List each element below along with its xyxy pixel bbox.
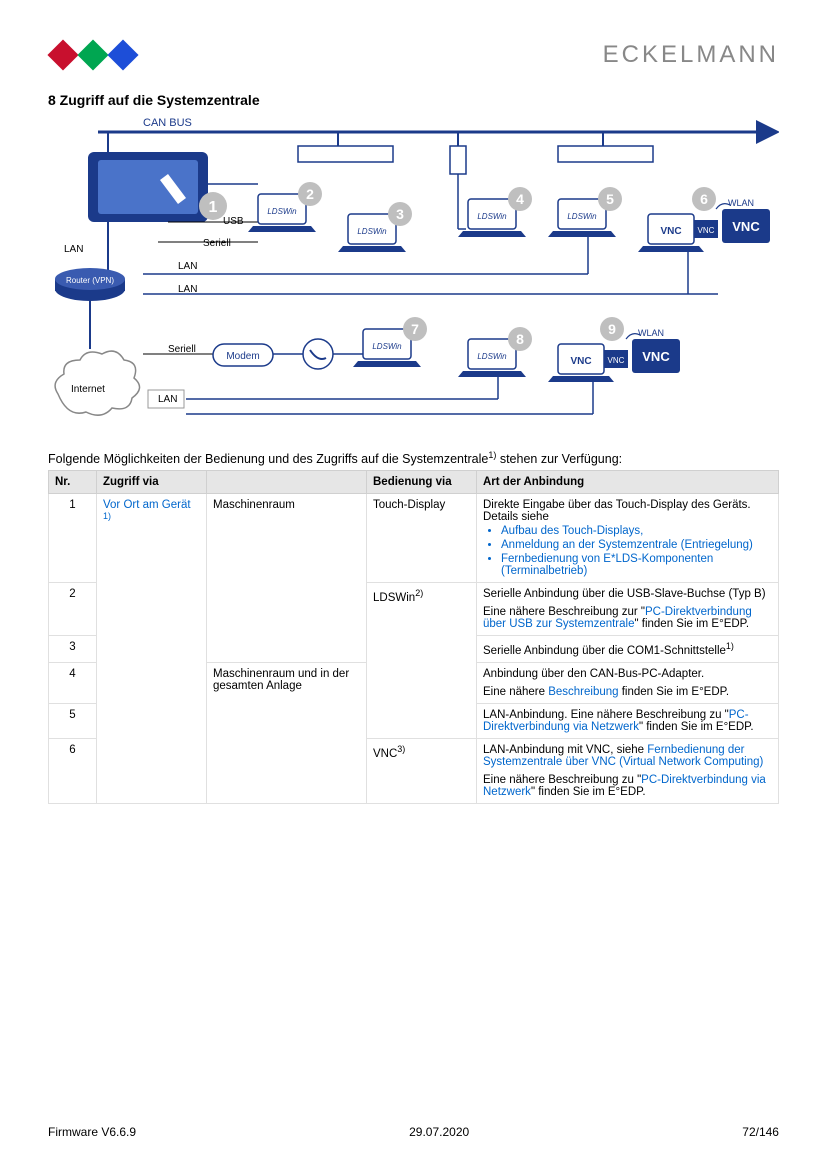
seriell-label: Seriell <box>203 238 231 249</box>
th-zugriff: Zugriff via <box>97 471 207 494</box>
th-location <box>207 471 367 494</box>
page-header: ECKELMANN <box>48 40 779 70</box>
th-bedienung: Bedienung via <box>367 471 477 494</box>
cell-art: LAN-Anbindung mit VNC, siehe Fernbedienu… <box>477 738 779 803</box>
link-aufbau[interactable]: Aufbau des Touch-Displays, <box>501 525 643 537</box>
internet-label: Internet <box>71 384 105 395</box>
cell-location: Maschinenraum und in der gesamten Anlage <box>207 662 367 803</box>
cell-art: LAN-Anbindung. Eine nähere Beschreibung … <box>477 703 779 738</box>
lan-label-2: LAN <box>178 261 197 272</box>
link-beschreibung[interactable]: Beschreibung <box>548 686 618 698</box>
laptop-2-icon: LDSWin 2 <box>248 182 322 232</box>
svg-text:3: 3 <box>396 206 404 222</box>
svg-text:VNC: VNC <box>698 226 715 235</box>
vnc-6-icon: VNC VNC VNC WLAN 6 <box>638 187 770 294</box>
footer-page: 72/146 <box>742 1125 779 1139</box>
link-fernbedienung[interactable]: Fernbedienung von E*LDS-Komponenten (Ter… <box>501 553 713 577</box>
table-row: 1 Vor Ort am Gerät 1) Maschinenraum Touc… <box>49 494 779 583</box>
footer-date: 29.07.2020 <box>409 1125 469 1139</box>
svg-text:WLAN: WLAN <box>728 198 754 208</box>
th-art: Art der Anbindung <box>477 471 779 494</box>
cell-nr: 2 <box>49 583 97 636</box>
access-table: Nr. Zugriff via Bedienung via Art der An… <box>48 470 779 804</box>
footer-firmware: Firmware V6.6.9 <box>48 1125 136 1139</box>
svg-text:9: 9 <box>608 321 616 337</box>
laptop-7-icon: LDSWin 7 <box>353 317 427 367</box>
node-1: 1 <box>209 199 218 216</box>
cell-art: Serielle Anbindung über die USB-Slave-Bu… <box>477 583 779 636</box>
cell-art: Direkte Eingabe über das Touch-Display d… <box>477 494 779 583</box>
network-diagram: CAN BUS 1 USB Seriell LAN Router (VPN) L… <box>48 114 779 444</box>
svg-text:LDSWin: LDSWin <box>372 342 402 351</box>
svg-text:VNC: VNC <box>570 356 591 367</box>
cell-art: Serielle Anbindung über die COM1-Schnitt… <box>477 636 779 663</box>
cell-zugriff: Vor Ort am Gerät 1) <box>97 494 207 804</box>
brand-name: ECKELMANN <box>603 41 779 69</box>
svg-text:VNC: VNC <box>608 356 625 365</box>
section-heading: 8 Zugriff auf die Systemzentrale <box>48 92 779 108</box>
cell-location: Maschinenraum <box>207 494 367 663</box>
cell-art: Anbindung über den CAN-Bus-PC-Adapter. E… <box>477 662 779 703</box>
svg-text:4: 4 <box>516 191 524 207</box>
cell-bedienung: LDSWin2) <box>367 583 477 739</box>
svg-text:7: 7 <box>411 321 419 337</box>
svg-text:2: 2 <box>306 186 314 202</box>
lan-label-1: LAN <box>64 244 83 255</box>
table-header-row: Nr. Zugriff via Bedienung via Art der An… <box>49 471 779 494</box>
lan-label-4: LAN <box>158 394 177 405</box>
logo-icon <box>48 40 138 70</box>
svg-text:VNC: VNC <box>660 226 681 237</box>
svg-text:5: 5 <box>606 191 614 207</box>
svg-text:LDSWin: LDSWin <box>477 212 507 221</box>
laptop-3-icon: LDSWin 3 <box>338 202 412 252</box>
svg-text:8: 8 <box>516 331 524 347</box>
cell-nr: 5 <box>49 703 97 738</box>
svg-text:LDSWin: LDSWin <box>567 212 597 221</box>
cell-bedienung: Touch-Display <box>367 494 477 583</box>
cell-nr: 1 <box>49 494 97 583</box>
svg-text:LDSWin: LDSWin <box>267 207 297 216</box>
th-nr: Nr. <box>49 471 97 494</box>
vor-ort-link[interactable]: Vor Ort am Gerät 1) <box>103 499 191 527</box>
modem-label: Modem <box>226 351 259 362</box>
svg-text:LDSWin: LDSWin <box>477 352 507 361</box>
svg-text:WLAN: WLAN <box>638 328 664 338</box>
router-label: Router (VPN) <box>66 276 114 285</box>
svg-text:6: 6 <box>700 191 708 207</box>
link-anmeldung[interactable]: Anmeldung an der Systemzentrale (Entrieg… <box>501 539 753 551</box>
canbus-label: CAN BUS <box>143 117 192 129</box>
seriell-label-2: Seriell <box>168 344 196 355</box>
cell-nr: 4 <box>49 662 97 703</box>
cell-nr: 3 <box>49 636 97 663</box>
cell-bedienung: VNC3) <box>367 738 477 803</box>
cell-nr: 6 <box>49 738 97 803</box>
intro-text: Folgende Möglichkeiten der Bedienung und… <box>48 450 779 466</box>
laptop-4-icon: LDSWin 4 <box>458 174 532 237</box>
page-footer: Firmware V6.6.9 29.07.2020 72/146 <box>48 1125 779 1139</box>
svg-text:VNC: VNC <box>732 219 760 234</box>
laptop-5-icon: LDSWin 5 <box>548 187 622 274</box>
svg-text:VNC: VNC <box>642 349 670 364</box>
svg-text:LDSWin: LDSWin <box>357 227 387 236</box>
